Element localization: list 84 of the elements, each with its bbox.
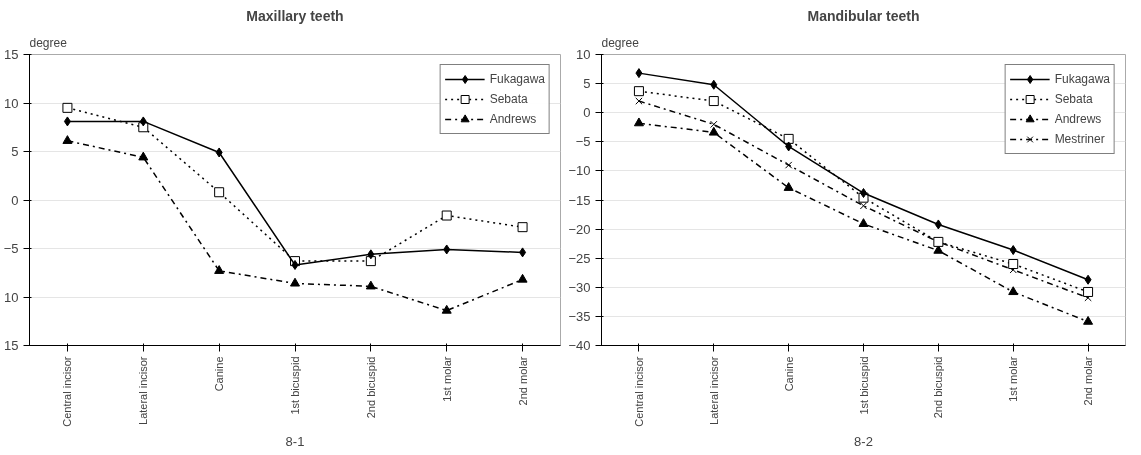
x-tick-label: Lateral incisor	[707, 356, 720, 425]
text: 8-2	[854, 433, 873, 449]
y-tick-label: 10	[576, 47, 591, 62]
point	[633, 86, 644, 97]
x-tick-label: 1st molar	[440, 356, 453, 402]
point	[785, 141, 793, 152]
point	[858, 218, 869, 227]
y-tick-label: 15	[4, 47, 19, 62]
point	[710, 120, 718, 129]
x-tick-label: 2nd molar	[1082, 356, 1095, 406]
point	[784, 161, 793, 169]
point	[441, 210, 452, 221]
point	[63, 116, 71, 127]
y-axis-title: degree	[601, 35, 640, 50]
legend-label: Andrews	[1054, 112, 1102, 126]
point	[138, 151, 149, 161]
point	[367, 249, 375, 260]
y-tick-label: −10	[568, 163, 591, 179]
point	[1008, 286, 1019, 296]
x-tick-label: 1st molar	[1007, 356, 1020, 402]
text: 8-1	[285, 433, 305, 449]
point	[934, 219, 942, 230]
point	[365, 280, 376, 290]
y-tick-label: −35	[568, 308, 591, 324]
point	[214, 265, 225, 274]
point	[62, 102, 73, 113]
y-tick-label: −30	[568, 279, 591, 295]
point	[1084, 274, 1092, 285]
point	[783, 133, 794, 144]
y-tick-label: 0	[11, 192, 19, 208]
x-tick-label: 2nd bicuspid	[364, 356, 377, 419]
point	[635, 68, 643, 79]
point	[215, 147, 223, 158]
x-tick-label: Canine	[782, 356, 795, 392]
legend-label: Sebata	[1054, 92, 1093, 106]
point	[635, 97, 643, 105]
x-tick-label: 2nd bicuspid	[932, 356, 945, 419]
y-tick-label: 5	[11, 144, 19, 159]
point	[633, 117, 644, 127]
x-tick-label: Central incisor	[632, 356, 645, 427]
y-tick-label: −40	[568, 338, 591, 353]
point	[214, 187, 225, 198]
point	[62, 135, 73, 144]
y-axis-title: degree	[29, 35, 68, 50]
point	[859, 202, 868, 210]
y-tick-label: −25	[568, 250, 591, 266]
y-tick-label: −5	[575, 134, 591, 150]
point	[290, 277, 300, 287]
legend-label: Sebata	[489, 92, 528, 106]
point	[443, 244, 451, 255]
point	[519, 247, 527, 258]
legend-label: Fukagawa	[489, 72, 545, 86]
y-tick-label: −20	[568, 221, 591, 237]
chart-title: Mandibular teeth	[807, 7, 920, 24]
y-tick-label: 5	[583, 76, 591, 92]
point	[441, 304, 452, 314]
point	[1083, 315, 1094, 325]
legend-label: Mestriner	[1054, 132, 1105, 146]
legend-label: Andrews	[489, 112, 537, 126]
point	[139, 116, 147, 127]
point	[517, 222, 528, 233]
x-tick-label: 1st bicuspid	[289, 356, 301, 415]
x-tick-label: 2nd molar	[516, 356, 529, 406]
point	[708, 96, 719, 107]
legend-label: Fukagawa	[1054, 72, 1110, 86]
point	[1008, 259, 1019, 270]
y-tick-label: 10	[4, 95, 19, 111]
point	[365, 256, 376, 267]
y-tick-label: 15	[4, 338, 19, 353]
y-tick-label: 10	[4, 289, 19, 305]
point	[783, 182, 794, 191]
point	[708, 126, 719, 136]
point	[1009, 245, 1017, 256]
x-tick-label: 1st bicuspid	[857, 356, 870, 415]
point	[517, 273, 528, 283]
x-tick-label: Central incisor	[61, 356, 74, 427]
point	[710, 79, 718, 90]
x-tick-label: Canine	[213, 356, 226, 392]
point	[1083, 286, 1094, 297]
chart-title: Maxillary teeth	[246, 7, 344, 24]
y-tick-label: −15	[568, 192, 591, 208]
y-tick-label: −5	[3, 241, 19, 256]
y-tick-label: 0	[583, 105, 591, 121]
x-tick-label: Lateral incisor	[137, 356, 150, 425]
